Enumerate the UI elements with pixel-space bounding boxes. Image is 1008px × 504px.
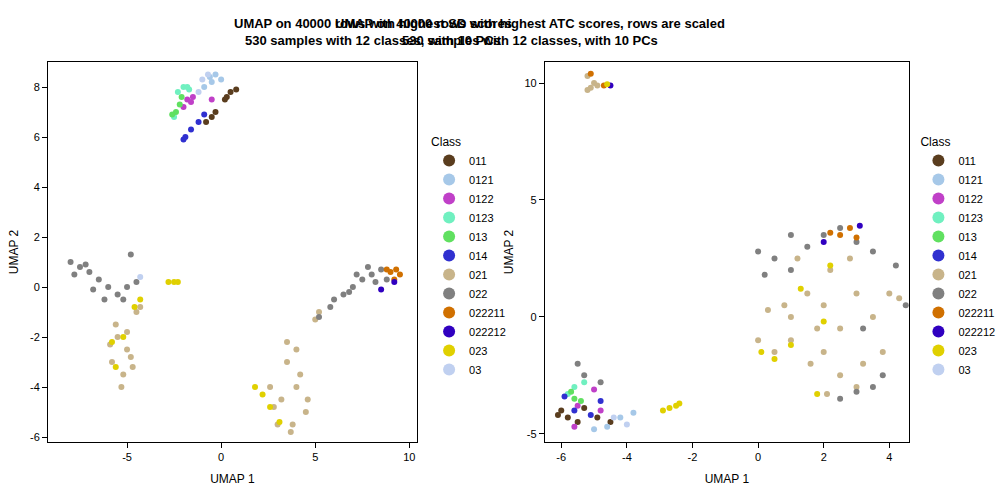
svg-text:0: 0 (755, 451, 761, 463)
svg-text:014: 014 (958, 250, 976, 262)
svg-text:022212: 022212 (958, 326, 995, 338)
svg-text:8: 8 (34, 81, 40, 93)
svg-text:UMAP 1: UMAP 1 (705, 472, 750, 486)
svg-text:4: 4 (34, 181, 40, 193)
svg-text:UMAP 1: UMAP 1 (210, 472, 255, 486)
svg-text:014: 014 (469, 250, 487, 262)
svg-text:4: 4 (886, 451, 892, 463)
svg-text:0122: 0122 (958, 193, 982, 205)
svg-text:0123: 0123 (469, 212, 493, 224)
svg-text:2: 2 (821, 451, 827, 463)
svg-text:2: 2 (34, 231, 40, 243)
svg-text:0123: 0123 (958, 212, 982, 224)
svg-text:0: 0 (34, 281, 40, 293)
svg-text:Class: Class (920, 135, 950, 149)
svg-text:UMAP 2: UMAP 2 (7, 229, 21, 274)
svg-text:5: 5 (312, 451, 318, 463)
svg-text:0121: 0121 (958, 174, 982, 186)
svg-text:6: 6 (34, 131, 40, 143)
svg-text:UMAP 2: UMAP 2 (502, 229, 516, 274)
svg-text:UMAP on 40000 rows with highes: UMAP on 40000 rows with highest SD score… (234, 16, 512, 48)
svg-text:023: 023 (469, 345, 487, 357)
svg-text:011: 011 (958, 155, 976, 167)
svg-text:03: 03 (469, 364, 481, 376)
svg-text:022211: 022211 (469, 307, 505, 319)
svg-text:-6: -6 (556, 451, 566, 463)
svg-text:03: 03 (958, 364, 970, 376)
svg-text:0122: 0122 (469, 193, 493, 205)
svg-text:0: 0 (218, 451, 224, 463)
svg-text:013: 013 (469, 231, 487, 243)
svg-text:-5: -5 (122, 451, 132, 463)
svg-text:-5: -5 (527, 428, 537, 440)
svg-text:10: 10 (524, 77, 536, 89)
svg-text:-6: -6 (30, 431, 40, 443)
svg-text:Class: Class (431, 135, 461, 149)
svg-text:011: 011 (469, 155, 487, 167)
svg-text:022: 022 (958, 288, 976, 300)
svg-text:-2: -2 (688, 451, 698, 463)
svg-text:023: 023 (958, 345, 976, 357)
svg-text:-4: -4 (622, 451, 632, 463)
svg-text:022211: 022211 (958, 307, 994, 319)
svg-text:013: 013 (958, 231, 976, 243)
svg-text:0: 0 (531, 311, 537, 323)
svg-text:5: 5 (531, 194, 537, 206)
svg-text:022212: 022212 (469, 326, 506, 338)
svg-text:10: 10 (403, 451, 415, 463)
svg-text:0121: 0121 (469, 174, 493, 186)
svg-text:-2: -2 (30, 331, 40, 343)
svg-text:-4: -4 (30, 381, 40, 393)
svg-text:021: 021 (469, 269, 487, 281)
svg-text:022: 022 (469, 288, 487, 300)
svg-text:021: 021 (958, 269, 976, 281)
svg-text:UMAP on 40000 rows with highes: UMAP on 40000 rows with highest ATC scor… (335, 16, 725, 48)
